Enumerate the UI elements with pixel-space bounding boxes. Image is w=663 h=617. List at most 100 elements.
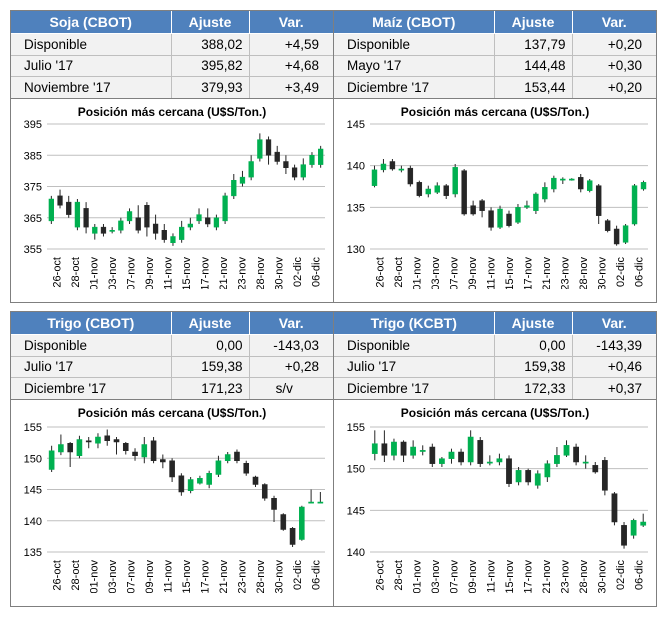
candle-body <box>291 167 298 177</box>
var-value: +0,30 <box>572 55 656 77</box>
x-tick-label: 28-oct <box>393 257 405 288</box>
candle-body <box>160 458 166 462</box>
ajuste-value: 0,00 <box>494 334 573 357</box>
table-header-commodity: Trigo (CBOT) <box>11 312 172 335</box>
var-value: -143,39 <box>572 334 656 357</box>
candle-body <box>85 440 92 442</box>
candle-body <box>621 524 627 546</box>
x-tick-label: 21-nov <box>218 256 230 288</box>
candle-body <box>222 195 228 221</box>
candle-body <box>243 462 250 473</box>
var-value: +0,28 <box>249 356 333 378</box>
x-tick-label: 28-nov <box>578 256 590 288</box>
candle-body <box>425 188 432 194</box>
price-chart: Posición más cercana (U$S/Ton.) 355 365 37… <box>11 99 333 289</box>
candle-body <box>497 208 503 228</box>
candle-body <box>196 213 202 221</box>
candle-body <box>604 219 611 231</box>
candle-body <box>452 166 458 194</box>
x-tick-label: 07-nov <box>125 559 137 592</box>
chart-title: Posición más cercana (U$S/Ton.) <box>400 405 590 420</box>
candle-body <box>542 186 548 199</box>
quotes-table: Trigo (KCBT) Ajuste Var. Disponible 0,00… <box>334 312 656 400</box>
candle-body <box>515 206 521 223</box>
x-tick-label: 11-nov <box>162 256 174 288</box>
candle-body <box>66 201 72 215</box>
candle-body <box>470 204 476 214</box>
table-row: Mayo '17 144,48 +0,30 <box>334 55 656 77</box>
table-row: Diciembre '17 172,33 +0,37 <box>334 377 656 400</box>
table-header-var: Var. <box>249 11 333 34</box>
x-tick-label: 26-oct <box>374 257 386 288</box>
candle-body <box>239 176 246 184</box>
y-tick-label: 150 <box>347 463 365 475</box>
x-tick-label: 21-nov <box>541 256 553 288</box>
candle-body <box>477 439 484 464</box>
y-tick-label: 135 <box>347 202 365 214</box>
chart-title: Posición más cercana (U$S/Ton.) <box>77 104 267 119</box>
candle-body <box>551 177 557 189</box>
contract-name: Mayo '17 <box>334 55 495 77</box>
chart-title: Posición más cercana (U$S/Ton.) <box>400 104 590 119</box>
candle-body <box>48 450 55 470</box>
table-header-ajuste: Ajuste <box>494 11 573 34</box>
x-tick-label: 02-dic <box>292 256 304 286</box>
candle-body <box>274 151 280 162</box>
candle-body <box>410 446 417 456</box>
candle-body <box>640 181 647 189</box>
ajuste-value: 137,79 <box>494 33 573 56</box>
candle-body <box>308 501 314 503</box>
candle-body <box>215 460 222 475</box>
x-tick-label: 03-nov <box>107 256 119 288</box>
candle-body <box>467 436 474 462</box>
candle-body <box>187 223 193 227</box>
candle-body <box>448 451 455 459</box>
candle-body <box>141 443 148 457</box>
candle-body <box>152 223 159 234</box>
x-tick-label: 28-nov <box>578 559 590 592</box>
table-row: Disponible 0,00 -143,03 <box>11 334 333 357</box>
y-tick-label: 130 <box>347 244 365 256</box>
candle-body <box>113 438 120 442</box>
candle-body <box>640 521 647 526</box>
candle-body <box>234 451 240 461</box>
x-tick-label: 23-nov <box>560 559 572 592</box>
contract-name: Diciembre '17 <box>11 377 172 400</box>
candle-body <box>161 229 167 240</box>
ajuste-value: 0,00 <box>171 334 250 357</box>
x-tick-label: 21-nov <box>218 559 230 592</box>
candle-body <box>48 198 54 221</box>
var-value: s/v <box>249 377 333 400</box>
candle-body <box>601 459 608 491</box>
var-value: +4,68 <box>249 55 333 77</box>
candle-body <box>486 461 493 463</box>
candle-body <box>398 168 405 170</box>
candle-body <box>391 441 397 456</box>
candle-body <box>92 226 98 234</box>
x-tick-label: 02-dic <box>615 559 627 589</box>
candle-body <box>231 179 237 196</box>
ajuste-value: 144,48 <box>494 55 573 77</box>
candle-body <box>592 464 599 472</box>
candle-body <box>429 446 436 464</box>
table-row: Julio '17 159,38 +0,46 <box>334 356 656 378</box>
quotes-table: Trigo (CBOT) Ajuste Var. Disponible 0,00… <box>11 312 333 400</box>
candle-body <box>416 181 423 196</box>
candle-body <box>170 235 176 243</box>
x-tick-label: 30-nov <box>597 559 609 592</box>
y-tick-label: 155 <box>24 422 42 434</box>
x-tick-label: 07-nov <box>448 256 460 288</box>
contract-name: Disponible <box>334 334 495 357</box>
candle-body <box>150 440 157 461</box>
contract-name: Disponible <box>11 33 172 56</box>
table-row: Diciembre '17 171,23 s/v <box>11 377 333 400</box>
x-tick-label: 30-nov <box>274 559 286 592</box>
y-tick-label: 145 <box>24 484 42 496</box>
candle-body <box>135 217 141 230</box>
x-tick-label: 23-nov <box>237 559 249 592</box>
y-tick-label: 140 <box>24 515 42 527</box>
candle-body <box>573 446 579 462</box>
x-tick-label: 09-nov <box>144 559 156 592</box>
x-tick-label: 11-nov <box>485 256 497 288</box>
candle-body <box>434 184 440 193</box>
